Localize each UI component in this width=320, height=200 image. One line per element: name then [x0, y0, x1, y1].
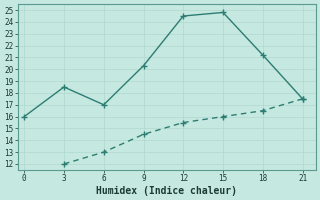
X-axis label: Humidex (Indice chaleur): Humidex (Indice chaleur) [96, 186, 237, 196]
